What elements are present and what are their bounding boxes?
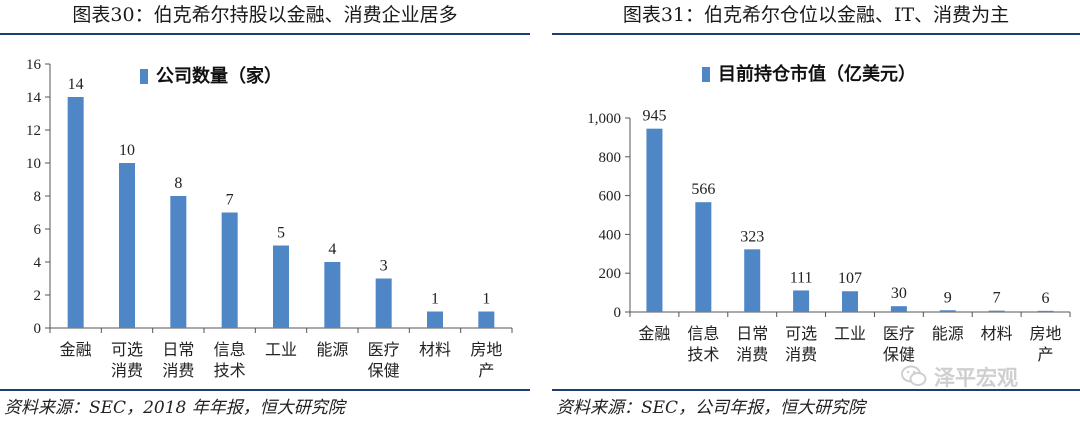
bar-value-label: 945	[642, 108, 666, 125]
top-rule	[552, 33, 1080, 35]
y-tick-label: 400	[599, 227, 622, 243]
y-tick-label: 0	[34, 321, 42, 337]
x-category-label: 工业	[265, 340, 297, 359]
x-category-label: 保健	[368, 361, 400, 380]
x-category-label: 能源	[932, 324, 964, 343]
bar	[890, 306, 907, 312]
y-tick-label: 2	[34, 288, 42, 304]
x-category-label: 消费	[162, 361, 194, 380]
y-tick-label: 0	[614, 305, 622, 321]
x-category-label: 房地	[1030, 324, 1062, 343]
bar-value-label: 111	[790, 269, 813, 286]
y-tick-label: 6	[34, 222, 42, 238]
x-category-label: 消费	[785, 345, 817, 364]
chart-title: 图表30：伯克希尔持股以金融、消费企业居多	[72, 4, 458, 26]
y-tick-label: 12	[26, 123, 41, 139]
x-category-label: 金融	[638, 324, 670, 343]
source-note: 资料来源：SEC，2018 年年报，恒大研究院	[4, 398, 345, 418]
x-category-label: 技术	[214, 361, 246, 380]
bar	[427, 311, 443, 328]
bar	[375, 278, 392, 328]
bar-value-label: 10	[119, 142, 135, 159]
bar-value-label: 14	[68, 76, 84, 93]
y-tick-label: 4	[34, 255, 42, 271]
x-category-label: 能源	[316, 340, 348, 359]
bar	[170, 196, 187, 328]
bar-value-label: 7	[993, 290, 1001, 307]
bar-value-label: 6	[1042, 290, 1050, 307]
y-tick-label: 16	[26, 57, 42, 73]
bar	[324, 262, 341, 328]
x-category-label: 消费	[111, 361, 143, 380]
x-category-label: 可选	[111, 340, 143, 359]
x-category-label: 可选	[785, 324, 817, 343]
bottom-rule	[552, 389, 1080, 391]
bar-chart-company-count: 024681012141614金融10可选消费8日常消费7信息技术5工业4能源3…	[26, 57, 513, 380]
bar-value-label: 5	[277, 225, 285, 242]
bar	[793, 290, 810, 312]
bar-value-label: 9	[944, 289, 952, 306]
bar-value-label: 8	[174, 175, 182, 192]
x-category-label: 技术	[687, 345, 719, 364]
x-category-label: 信息	[687, 324, 719, 343]
bar-value-label: 3	[380, 258, 388, 275]
x-category-label: 日常	[162, 340, 194, 359]
bar	[67, 97, 84, 328]
x-category-label: 房地	[470, 340, 502, 359]
chart-panel-left: 图表30：伯克希尔持股以金融、消费企业居多 0 2 4 6 8 10 12 14 16 14 金融 1…	[0, 0, 530, 427]
bar	[273, 245, 289, 328]
x-category-label: 材料	[419, 340, 451, 359]
top-rule	[0, 33, 530, 35]
wechat-icon	[901, 365, 927, 386]
y-tick-label: 8	[34, 189, 42, 205]
source-note: 资料来源：SEC，公司年报，恒大研究院	[556, 398, 866, 418]
x-category-label: 日常	[736, 324, 768, 343]
bar-value-label: 107	[838, 270, 862, 287]
x-category-label: 产	[478, 361, 494, 380]
x-category-label: 保健	[883, 345, 915, 364]
bar-value-label: 566	[691, 181, 715, 198]
bar-value-label: 4	[328, 241, 336, 258]
y-tick-label: 600	[599, 189, 622, 205]
y-tick-label: 800	[599, 150, 622, 166]
x-category-label: 医疗	[368, 340, 400, 359]
watermark-text: 泽平宏观	[934, 366, 1018, 390]
x-category-label: 材料	[981, 324, 1013, 343]
bar	[1037, 310, 1054, 312]
x-category-label: 医疗	[883, 324, 915, 343]
chart-panel-right: 图表31：伯克希尔仓位以金融、IT、消费为主 0 200 400 600 800 1,00…	[552, 0, 1080, 427]
y-tick-label: 14	[26, 90, 42, 106]
bar	[988, 310, 1005, 312]
chart-title: 图表31：伯克希尔仓位以金融、IT、消费为主	[622, 4, 1010, 26]
legend-swatch	[140, 69, 148, 84]
x-category-label: 消费	[736, 345, 768, 364]
bar-value-label: 1	[482, 291, 490, 308]
bar	[119, 163, 135, 328]
bar	[939, 310, 956, 312]
y-tick-label: 200	[599, 266, 622, 282]
y-tick-label: 10	[26, 156, 41, 172]
bar-value-label: 7	[226, 192, 234, 209]
bar	[842, 291, 858, 312]
bar-value-label: 1	[431, 291, 439, 308]
bar-value-label: 30	[891, 285, 907, 302]
bar	[744, 249, 761, 312]
x-category-label: 金融	[60, 340, 92, 359]
legend-swatch	[702, 67, 710, 82]
x-category-label: 产	[1038, 345, 1054, 364]
bar-value-label: 323	[740, 228, 764, 245]
bar	[478, 311, 495, 328]
x-category-label: 工业	[834, 324, 866, 343]
bar	[695, 202, 712, 312]
bar	[221, 212, 238, 328]
y-tick-label: 1,000	[587, 111, 621, 127]
legend-label: 公司数量（家）	[156, 65, 282, 87]
bar	[646, 128, 663, 312]
x-category-label: 信息	[214, 340, 246, 359]
legend-label: 目前持仓市值（亿美元）	[718, 63, 916, 85]
bottom-rule	[0, 389, 530, 391]
